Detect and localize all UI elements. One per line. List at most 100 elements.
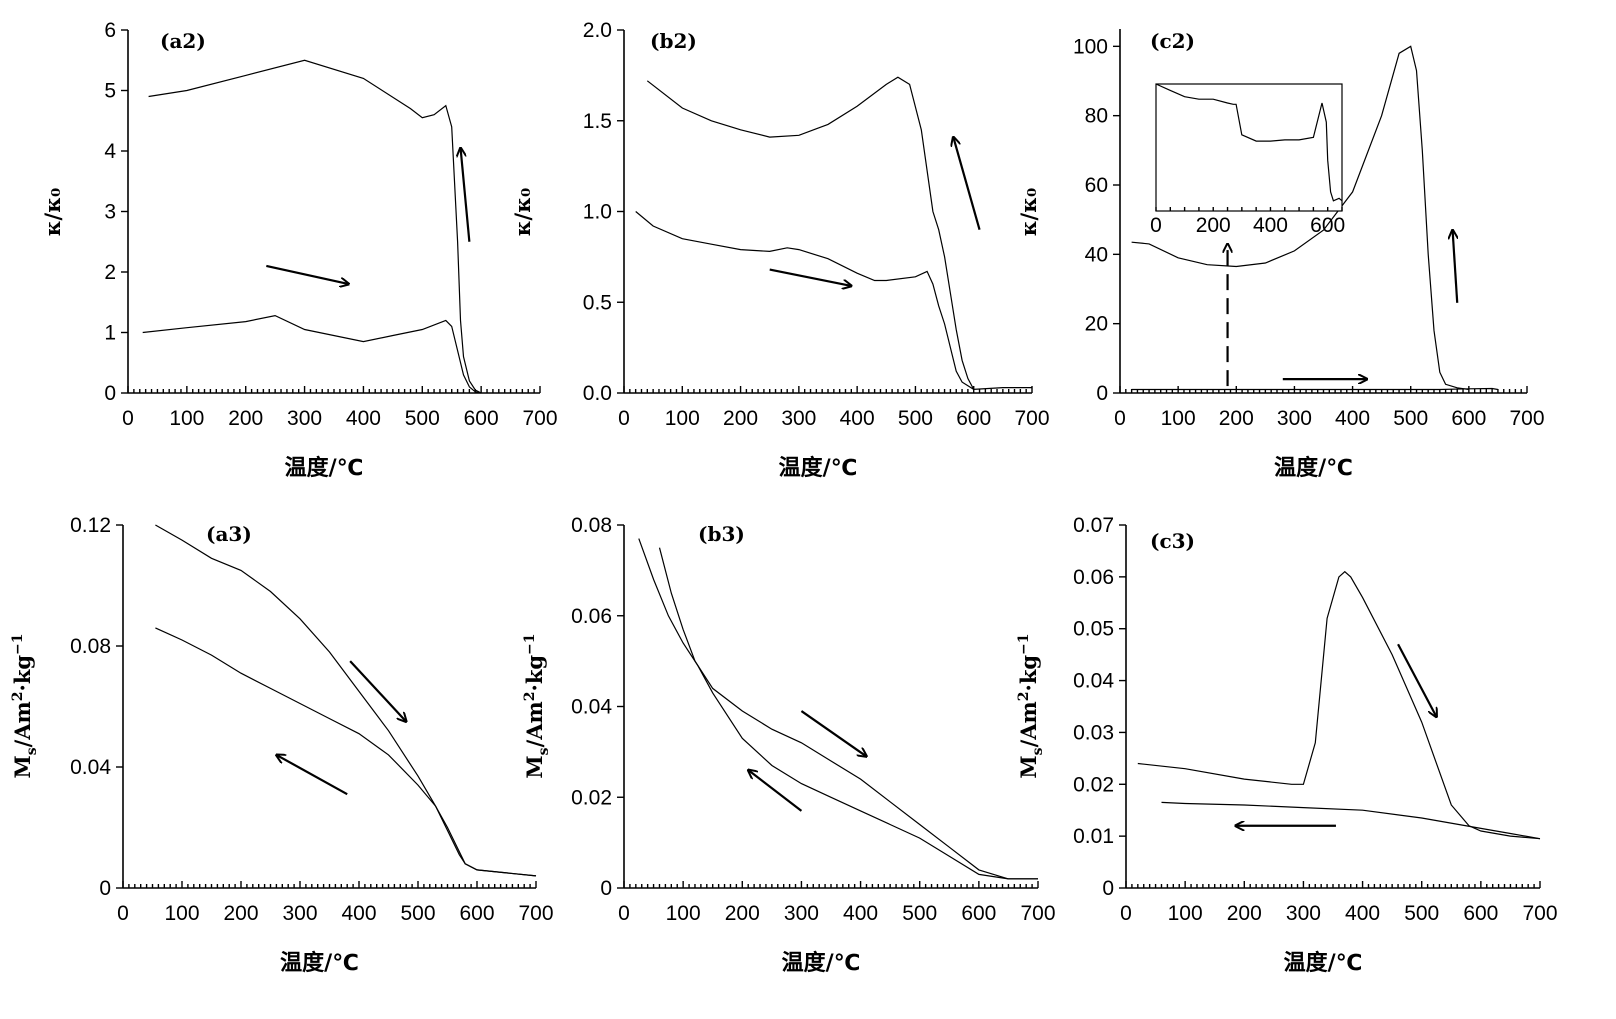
direction-arrow <box>769 268 852 286</box>
inset-x-tick-label: 600 <box>1310 214 1345 237</box>
x-tick-label: 600 <box>1451 407 1486 430</box>
x-tick-label: 700 <box>522 407 557 430</box>
x-tick-label: 700 <box>1509 407 1544 430</box>
series-line-heating <box>1137 570 1541 840</box>
y-tick-label: 0 <box>1096 382 1108 405</box>
x-tick-label: 0 <box>618 407 630 430</box>
x-tick-label: 200 <box>223 902 258 925</box>
y-tick-label: 3 <box>104 201 116 224</box>
y-tick-label: 0.08 <box>70 635 111 658</box>
panel-c2: 0 100 200 300 400 500 600 700 0 20 40 60 80 100 (c2) 温度… <box>1016 29 1545 481</box>
y-tick-label: 0.04 <box>571 696 612 719</box>
y-tick-label: 0.5 <box>583 291 612 314</box>
y-tick-label: 20 <box>1085 313 1108 336</box>
x-tick-label: 700 <box>518 902 553 925</box>
y-tick-label: 0 <box>600 877 612 900</box>
x-tick-label: 500 <box>1404 902 1439 925</box>
x-tick-label: 700 <box>1014 407 1049 430</box>
x-tick-label: 0 <box>122 407 134 430</box>
inset-series-line <box>1155 83 1343 202</box>
x-axis-title: 温度/℃ <box>1284 950 1363 976</box>
y-tick-label: 4 <box>104 140 116 163</box>
x-tick-label: 300 <box>1277 407 1312 430</box>
x-tick-label: 0 <box>618 902 630 925</box>
panel-b3: 0 100 200 300 400 500 600 700 0 0.02 0.04 0.06 0.08 (… <box>522 514 1056 976</box>
direction-arrow <box>748 770 803 812</box>
x-tick-label: 200 <box>725 902 760 925</box>
x-axis-title: 温度/℃ <box>1274 455 1353 481</box>
y-tick-label: 60 <box>1085 174 1108 197</box>
panel-label: (b3) <box>698 522 745 546</box>
y-tick-label: 1.5 <box>583 110 612 133</box>
series-line-cooling <box>148 59 482 394</box>
y-tick-label: 2 <box>104 261 116 284</box>
direction-arrow <box>1397 643 1436 717</box>
y-tick-label: 0 <box>104 382 116 405</box>
x-tick-label: 500 <box>1393 407 1428 430</box>
y-tick-label: 1 <box>104 322 116 345</box>
y-tick-label: 0.05 <box>1073 618 1114 641</box>
x-tick-label: 500 <box>400 902 435 925</box>
x-tick-label: 100 <box>1168 902 1203 925</box>
series-line-heating <box>635 211 1032 391</box>
y-tick-label: 80 <box>1085 105 1108 128</box>
panel-b2: 0 100 200 300 400 500 600 700 0.0 0.5 1.0 1.5 2.0 (b2… <box>510 19 1050 481</box>
y-tick-label: 0.07 <box>1073 514 1114 537</box>
direction-arrow <box>953 137 981 230</box>
inset-x-tick-label: 400 <box>1253 214 1288 237</box>
y-tick-label: 0.04 <box>70 756 111 779</box>
y-tick-label: 40 <box>1085 243 1108 266</box>
y-tick-label: 0.03 <box>1073 721 1114 744</box>
x-tick-label: 200 <box>228 407 263 430</box>
y-tick-label: 0.06 <box>571 605 612 628</box>
direction-arrow <box>461 148 471 242</box>
inset-x-tick-label: 0 <box>1150 214 1162 237</box>
x-axis-title: 温度/℃ <box>280 950 359 976</box>
y-axis-title: κ/κ₀ <box>40 188 65 236</box>
y-tick-label: 0.06 <box>1073 566 1114 589</box>
x-tick-label: 0 <box>1120 902 1132 925</box>
y-tick-label: 0.02 <box>571 786 612 809</box>
x-tick-label: 100 <box>169 407 204 430</box>
x-tick-label: 400 <box>840 407 875 430</box>
x-axis-title: 温度/℃ <box>779 455 858 481</box>
series-line-cooling <box>638 538 1038 880</box>
y-tick-label: 1.0 <box>583 201 612 224</box>
y-tick-label: 2.0 <box>583 19 612 42</box>
y-tick-label: 0.12 <box>70 514 111 537</box>
series-line-heating <box>1131 387 1499 391</box>
y-tick-label: 0 <box>1102 877 1114 900</box>
y-axis-title: κ/κ₀ <box>1016 188 1041 236</box>
x-tick-label: 600 <box>956 407 991 430</box>
direction-arrow <box>1453 230 1459 303</box>
x-tick-label: 500 <box>898 407 933 430</box>
x-tick-label: 300 <box>781 407 816 430</box>
panel-label: (a3) <box>206 522 252 546</box>
direction-arrow <box>276 755 348 796</box>
direction-arrow <box>266 264 348 284</box>
x-tick-label: 100 <box>1161 407 1196 430</box>
y-tick-label: 0.01 <box>1073 825 1114 848</box>
y-tick-label: 0.04 <box>1073 670 1114 693</box>
panel-label: (c3) <box>1150 529 1195 553</box>
y-tick-label: 0 <box>99 877 111 900</box>
x-tick-label: 500 <box>405 407 440 430</box>
y-tick-label: 6 <box>104 19 116 42</box>
x-tick-label: 200 <box>1219 407 1254 430</box>
x-tick-label: 600 <box>464 407 499 430</box>
panel-label: (a2) <box>160 29 206 53</box>
x-tick-label: 400 <box>346 407 381 430</box>
x-tick-label: 700 <box>1522 902 1557 925</box>
x-tick-label: 100 <box>666 902 701 925</box>
x-axis-title: 温度/℃ <box>782 950 861 976</box>
x-tick-label: 400 <box>843 902 878 925</box>
x-tick-label: 200 <box>723 407 758 430</box>
x-tick-label: 400 <box>1345 902 1380 925</box>
series-line-cooling <box>1131 45 1469 391</box>
x-tick-label: 100 <box>164 902 199 925</box>
inset-frame <box>1155 83 1343 212</box>
y-axis-title: Ms/Am2·kg−1 <box>522 633 552 778</box>
series-line-cooling <box>1161 801 1541 840</box>
x-tick-label: 600 <box>1463 902 1498 925</box>
